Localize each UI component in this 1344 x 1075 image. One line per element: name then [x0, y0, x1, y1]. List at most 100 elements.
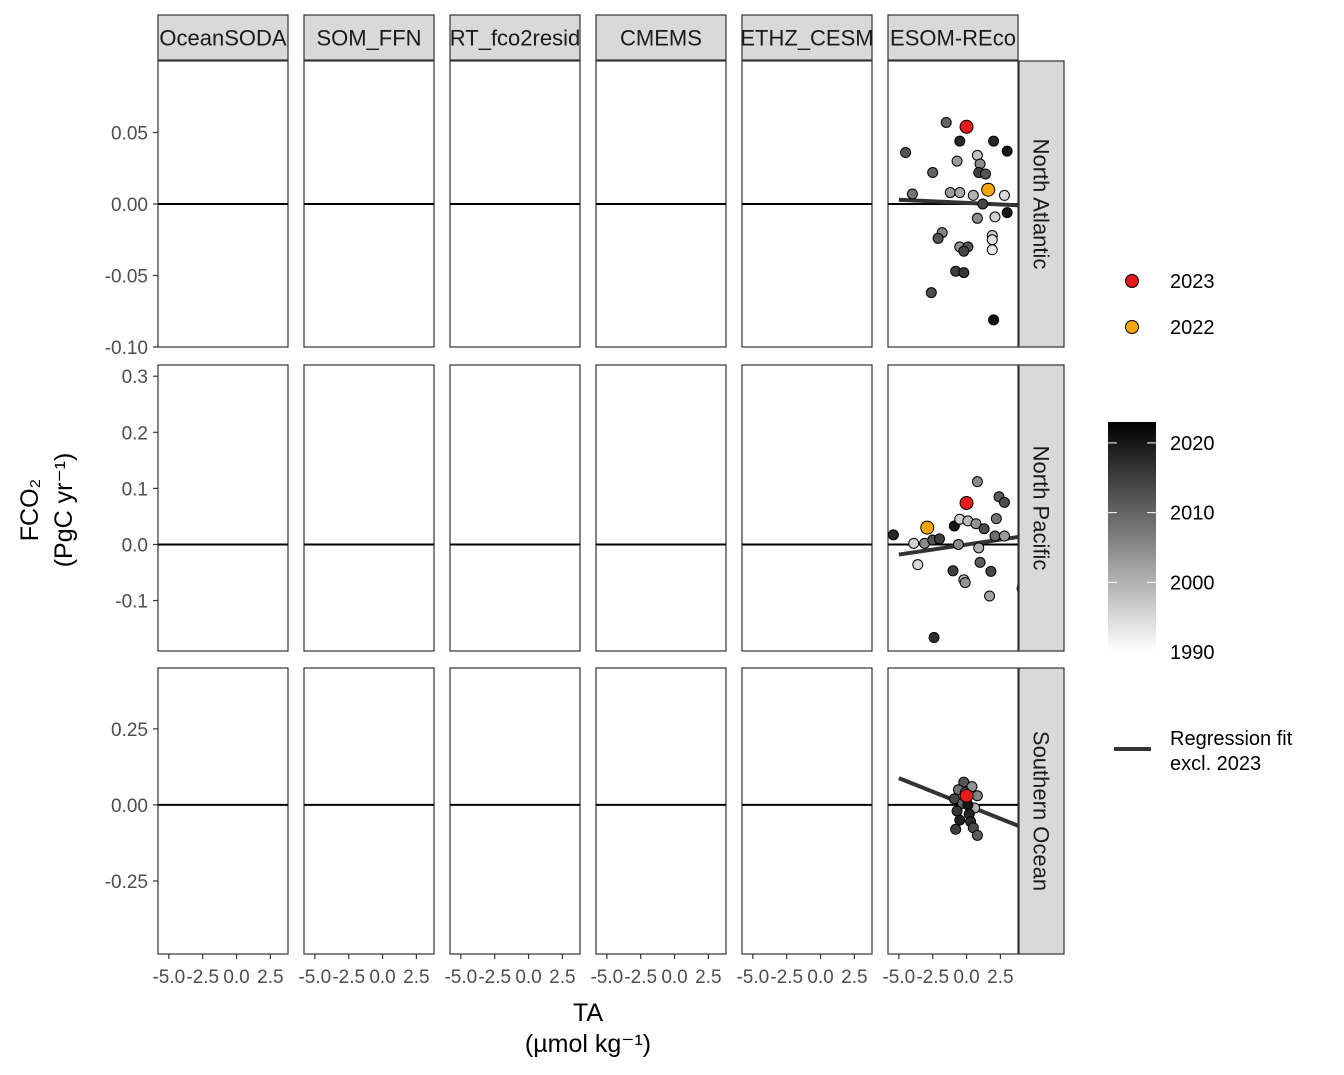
axis-titles: TA (µmol kg⁻¹) FCO₂ (PgC yr⁻¹) [16, 453, 651, 1058]
y-axis-title: FCO₂ [16, 479, 44, 541]
data-point [973, 542, 985, 554]
regression-fit-line [898, 197, 1018, 208]
panel-background [303, 667, 435, 955]
panel-2-0 [157, 667, 289, 955]
y-tick-label: 0.0 [122, 535, 148, 556]
axes: -0.10 -0.05 0.00 0.05 -0.1 0.0 0.1 0.2 0.3 -0.25 0… [105, 124, 1014, 989]
x-tick-label: 0.0 [223, 967, 249, 988]
legend-2022-label: 2022 [1170, 317, 1215, 339]
facet-row-strips: North Atlantic North Pacific Southern Ocea… [1018, 60, 1065, 955]
data-point [977, 198, 989, 210]
highlight-point-2022 [920, 520, 935, 535]
data-point [1001, 207, 1013, 219]
x-tick-label: 0.0 [807, 967, 833, 988]
facet-strip-north-pacific [1018, 364, 1065, 652]
data-point [948, 793, 960, 805]
data-point [888, 529, 899, 541]
panel-1-3 [595, 364, 727, 652]
x-tick-label: -5.0 [736, 967, 769, 988]
data-point [940, 116, 952, 128]
x-tick-label: -5.0 [882, 967, 915, 988]
facet-strip-ethz_cesm [741, 14, 873, 61]
x-tick-label: -2.5 [478, 967, 511, 988]
data-point [912, 559, 924, 571]
facet-strip-oceansoda [157, 14, 289, 61]
data-point [900, 147, 912, 159]
data-point [952, 538, 964, 550]
x-tick-label: -2.5 [624, 967, 657, 988]
data-point [970, 518, 982, 530]
panel-background [741, 364, 873, 652]
x-axis-unit: (µmol kg⁻¹) [525, 1030, 651, 1058]
x-tick-label: 0.0 [661, 967, 687, 988]
facet-label-som_ffn: SOM_FFN [316, 26, 421, 51]
facet-label-oceansoda: OceanSODA [159, 26, 286, 51]
data-point [928, 632, 940, 644]
x-tick-label: 0.0 [369, 967, 395, 988]
facet-label-southern-ocean: Southern Ocean [1029, 731, 1054, 891]
y-tick-label: 0.1 [122, 479, 148, 500]
data-point [988, 314, 1000, 326]
data-point [971, 829, 983, 841]
colorbar-tick-label: 2020 [1170, 433, 1215, 455]
x-tick-label: 2.5 [841, 967, 867, 988]
data-point [980, 168, 991, 180]
data-point [950, 823, 962, 835]
panel-0-2 [449, 60, 581, 348]
highlight-point-2023 [959, 788, 974, 803]
facet-strip-cmems [595, 14, 727, 61]
data-point [927, 167, 939, 179]
panel-content [888, 476, 1018, 644]
facet-strip-esom-reco [887, 14, 1019, 61]
data-point [933, 533, 945, 545]
facet-column-strips: OceanSODA SOM_FFN RT_fco2resid CMEMS ETHZ_CE… [157, 14, 1019, 61]
panel-2-4 [741, 667, 873, 955]
x-tick-label: 2.5 [987, 967, 1013, 988]
highlight-point-2022 [981, 182, 996, 197]
y-tick-label: 0.2 [122, 423, 148, 444]
y-tick-label: 0.25 [111, 720, 148, 741]
colorbar-tick-label: 2010 [1170, 503, 1215, 525]
data-point [998, 530, 1010, 542]
x-tick-label: -5.0 [298, 967, 331, 988]
panel-2-3 [595, 667, 727, 955]
facet-strip-som_ffn [303, 14, 435, 61]
legend-2023-label: 2023 [1170, 271, 1215, 293]
panel-background [741, 667, 873, 955]
x-tick-label: -5.0 [444, 967, 477, 988]
data-point [951, 805, 963, 817]
panel-1-4 [741, 364, 873, 652]
facet-strip-rt_fco2resid [449, 14, 581, 61]
year-colorbar [1108, 422, 1156, 652]
data-point [1001, 145, 1013, 157]
highlight-point-2023 [959, 119, 974, 134]
facet-strip-southern-ocean [1018, 667, 1065, 955]
panel-0-3 [595, 60, 727, 348]
legend-fit-label-line1: Regression fit [1170, 728, 1293, 750]
panel-background [595, 667, 727, 955]
y-tick-label: 0.3 [122, 367, 148, 388]
data-point [990, 513, 1002, 525]
y-tick-label: -0.05 [105, 267, 148, 288]
data-point [944, 187, 956, 199]
data-point [959, 577, 971, 589]
facet-label-rt_fco2resid: RT_fco2resid [450, 26, 580, 51]
data-point [984, 590, 996, 602]
data-point [1016, 584, 1018, 592]
panel-0-4 [741, 60, 873, 348]
x-tick-label: 0.0 [953, 967, 979, 988]
data-point [947, 565, 959, 577]
data-point [954, 187, 966, 199]
data-point [954, 814, 966, 826]
panel-0-0 [157, 60, 289, 348]
facet-strip-north-atlantic [1018, 60, 1065, 348]
colorbar-ticks: 2020 2010 2000 1990 [1108, 433, 1215, 664]
legend-2022-swatch [1125, 320, 1139, 334]
data-point [998, 496, 1010, 508]
x-tick-label: 2.5 [549, 967, 575, 988]
data-point [971, 790, 983, 802]
panel-0-5 [887, 60, 1019, 348]
data-point [967, 189, 979, 201]
data-point [986, 244, 998, 256]
